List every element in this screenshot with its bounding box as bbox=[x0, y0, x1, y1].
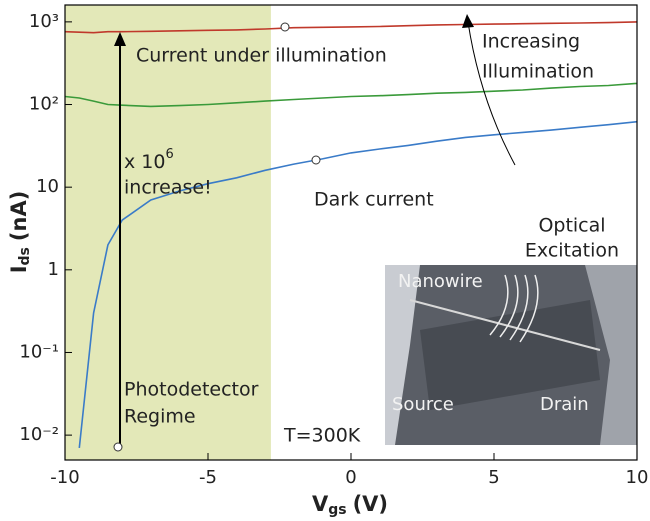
annotation: Increasing bbox=[482, 31, 580, 53]
x-tick-label: 5 bbox=[488, 467, 499, 488]
label-sub: ds bbox=[17, 247, 33, 265]
annotation: increase! bbox=[124, 177, 212, 199]
inset-label: Drain bbox=[540, 394, 589, 415]
label-part: (nA) bbox=[7, 191, 31, 241]
y-tick-label: 10⁻² bbox=[19, 424, 59, 445]
annotation: Illumination bbox=[482, 61, 594, 83]
annotation: Current under illumination bbox=[136, 45, 387, 67]
x-tick-label: 10 bbox=[626, 467, 649, 488]
inset-title: Excitation bbox=[525, 240, 619, 262]
inset-image: Nanowire Source Drain Optical Excitation bbox=[385, 215, 637, 446]
label-part: I bbox=[7, 265, 31, 273]
annotation: Photodetector bbox=[124, 379, 259, 401]
y-tick-label: 10⁻¹ bbox=[19, 341, 59, 362]
inset-label: Nanowire bbox=[398, 271, 483, 292]
marker bbox=[281, 23, 289, 31]
arrow-head bbox=[462, 14, 474, 28]
annotation-part: x 10 bbox=[124, 151, 165, 173]
annotation: T=300K bbox=[283, 425, 361, 447]
annotation: Dark current bbox=[314, 189, 434, 211]
inset-label: Source bbox=[392, 394, 454, 415]
annotation-sup: 6 bbox=[165, 147, 173, 162]
y-tick-label: 1 bbox=[48, 259, 59, 280]
y-tick-label: 10 bbox=[36, 176, 59, 197]
annotation: Regime bbox=[124, 406, 196, 428]
x-tick-label: -10 bbox=[50, 467, 79, 488]
label-part: (V) bbox=[353, 492, 388, 516]
x-axis-label: Vgs (V) bbox=[312, 492, 388, 518]
label-sub: gs bbox=[328, 502, 346, 518]
y-tick-label: 10³ bbox=[29, 11, 59, 32]
chart: Nanowire Source Drain Optical Excitation… bbox=[0, 0, 650, 521]
y-tick-label: 10² bbox=[29, 94, 59, 115]
inset-title: Optical bbox=[538, 215, 605, 237]
label-part: V bbox=[312, 492, 329, 516]
marker bbox=[312, 156, 320, 164]
x-tick-label: -5 bbox=[199, 467, 217, 488]
y-axis-label: Ids (nA) bbox=[7, 191, 33, 274]
x-tick-label: 0 bbox=[345, 467, 356, 488]
marker bbox=[114, 443, 122, 451]
